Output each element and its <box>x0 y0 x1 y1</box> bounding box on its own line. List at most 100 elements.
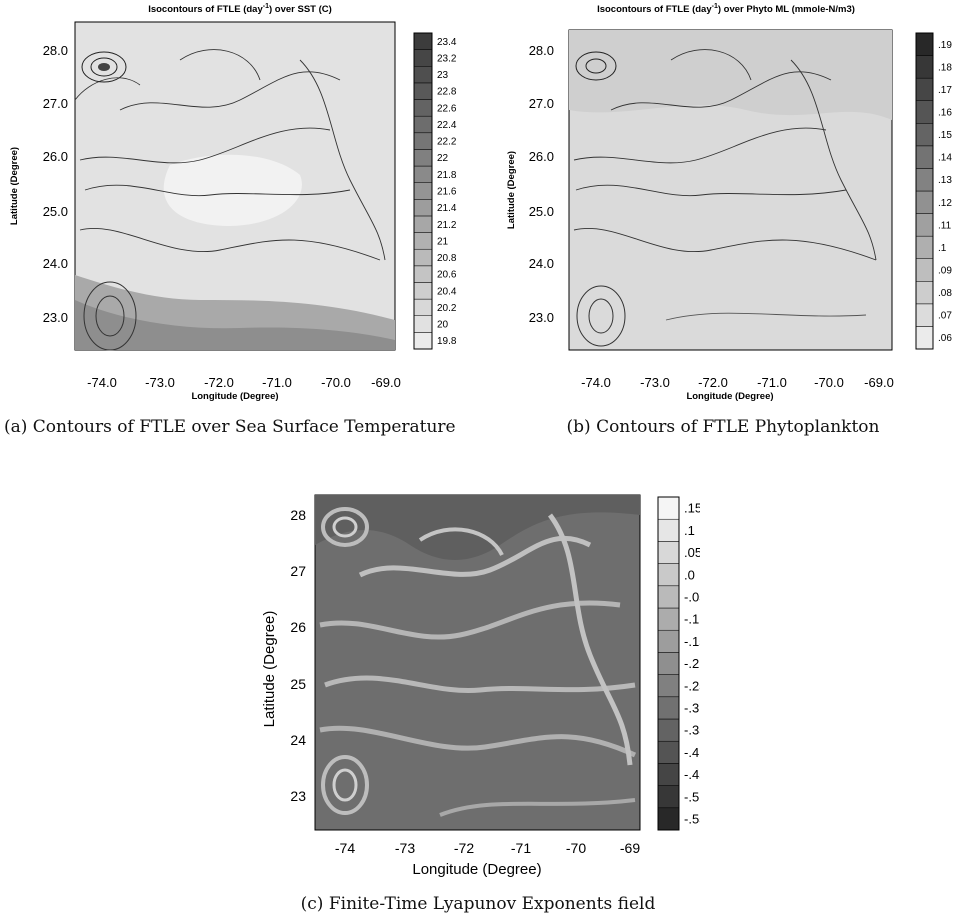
colorbar-swatch <box>915 281 934 305</box>
colorbar-label: 20.8 <box>437 253 457 264</box>
colorbar-label: 22.4 <box>437 120 457 131</box>
colorbar-label: 20.2 <box>437 303 457 314</box>
colorbar-label: 20.6 <box>437 270 457 281</box>
colorbar-swatch <box>657 763 680 786</box>
colorbar-label: 20 <box>437 320 449 331</box>
colorbar-swatch <box>915 190 934 214</box>
colorbar-label: .07 <box>938 311 952 322</box>
y-tick: 25 <box>290 676 306 692</box>
y-tick: 27 <box>290 563 306 579</box>
colorbar-swatch <box>915 213 934 237</box>
colorbar-label: -.4 <box>684 745 699 760</box>
colorbar-label: -.1 <box>684 612 699 627</box>
colorbar-label: 22.8 <box>437 87 457 98</box>
colorbar-swatch <box>657 496 680 520</box>
colorbar-label: .1 <box>684 523 695 538</box>
colorbar-label: .18 <box>938 62 952 73</box>
colorbar-label: 21.8 <box>437 170 457 181</box>
x-tick: -73.0 <box>145 375 175 390</box>
x-tick: -73 <box>395 840 415 856</box>
figure-c-colorbar: .15 .1 .05 .0 -.05 -.1 -.15 -.2 -.25 -.3 -.35 -.4 -.… <box>657 496 700 831</box>
colorbar-swatch <box>657 696 680 720</box>
colorbar-swatch <box>413 298 433 316</box>
colorbar-label: .06 <box>938 333 952 344</box>
colorbar-swatch <box>915 32 934 56</box>
x-tick: -69.0 <box>371 375 401 390</box>
y-tick: 25.0 <box>43 204 68 219</box>
colorbar-label: .19 <box>938 40 952 51</box>
colorbar-swatch <box>413 165 433 183</box>
colorbar-label: 21.4 <box>437 203 457 214</box>
colorbar-label: -.2 <box>684 656 699 671</box>
colorbar-label: -.05 <box>684 589 700 604</box>
colorbar-label: .1 <box>938 243 947 254</box>
y-tick: 24.0 <box>43 256 68 271</box>
colorbar-label: 22 <box>437 153 449 164</box>
colorbar-label: 21.6 <box>437 187 457 198</box>
x-tick: -69.0 <box>864 375 894 390</box>
colorbar-label: .13 <box>938 175 952 186</box>
colorbar-swatch <box>413 66 433 84</box>
colorbar-label: .16 <box>938 108 952 119</box>
colorbar-swatch <box>413 315 433 333</box>
figure-b: Isocontours of FTLE (day-1) over Phyto M… <box>506 3 952 402</box>
x-tick: -74.0 <box>87 375 117 390</box>
colorbar-label: .09 <box>938 266 952 277</box>
colorbar-swatch <box>413 199 433 217</box>
y-tick: 25.0 <box>529 204 554 219</box>
colorbar-label: -.25 <box>684 678 700 693</box>
colorbar-swatch <box>915 145 934 169</box>
x-tick: -70.0 <box>814 375 844 390</box>
colorbar-swatch <box>413 332 433 350</box>
y-tick: 27.0 <box>529 96 554 111</box>
y-tick: 24.0 <box>529 256 554 271</box>
colorbar-swatch <box>413 149 433 167</box>
figure-c-ylabel: Latitude (Degree) <box>261 611 278 728</box>
figure-c-caption: (c) Finite-Time Lyapunov Exponents field <box>300 894 656 914</box>
y-tick: 28.0 <box>529 43 554 58</box>
colorbar-swatch <box>413 132 433 150</box>
colorbar-swatch <box>657 807 680 831</box>
figure-c-xlabel: Longitude (Degree) <box>412 861 541 878</box>
colorbar-label: .12 <box>938 198 952 209</box>
colorbar-swatch <box>915 168 934 192</box>
colorbar-label: .14 <box>938 153 952 164</box>
figure-a-y-ticks: 28.0 27.0 26.0 25.0 24.0 23.0 <box>43 43 68 325</box>
figure-b-ylabel: Latitude (Degree) <box>506 151 517 229</box>
y-tick: 28.0 <box>43 43 68 58</box>
colorbar-label: 20.4 <box>437 286 457 297</box>
colorbar-swatch <box>657 785 680 809</box>
figure-a-ylabel: Latitude (Degree) <box>9 147 20 225</box>
colorbar-swatch <box>915 235 934 259</box>
figure-a-xlabel: Longitude (Degree) <box>191 391 278 402</box>
colorbar-label: .05 <box>684 545 700 560</box>
figure-b-x-ticks: -74.0 -73.0 -72.0 -71.0 -70.0 -69.0 <box>581 375 894 390</box>
colorbar-swatch <box>915 123 934 147</box>
colorbar-swatch <box>915 303 934 327</box>
colorbar-label: .0 <box>684 567 695 582</box>
colorbar-swatch <box>413 182 433 200</box>
colorbar-label: .15 <box>938 130 952 141</box>
colorbar-swatch <box>413 248 433 267</box>
figure-c-y-ticks: 28 27 26 25 24 23 <box>290 507 306 804</box>
colorbar-label: .17 <box>938 85 952 96</box>
colorbar-label: .15 <box>684 501 700 516</box>
colorbar-label: -.3 <box>684 700 699 715</box>
colorbar-swatch <box>413 232 433 250</box>
colorbar-swatch <box>413 49 433 67</box>
figure-b-xlabel: Longitude (Degree) <box>686 391 773 402</box>
x-tick: -72.0 <box>698 375 728 390</box>
x-tick: -70 <box>566 840 586 856</box>
colorbar-swatch <box>413 265 433 283</box>
x-tick: -71 <box>511 840 531 856</box>
colorbar-swatch <box>413 215 433 233</box>
colorbar-label: .11 <box>938 220 952 231</box>
colorbar-swatch <box>657 740 680 764</box>
y-tick: 26 <box>290 619 306 635</box>
figure-b-colorbar: .19 .18 .17 .16 .15 .14 .13 .12 .11 .1 .09 .08 .07 .0… <box>915 32 952 350</box>
figure-a-plot <box>74 21 396 351</box>
colorbar-label: -.35 <box>684 723 700 738</box>
colorbar-swatch <box>657 674 680 698</box>
y-tick: 28 <box>290 507 306 523</box>
figure-c: 28 27 26 25 24 23 -74 -73 -72 -71 -70 -6… <box>261 494 700 878</box>
